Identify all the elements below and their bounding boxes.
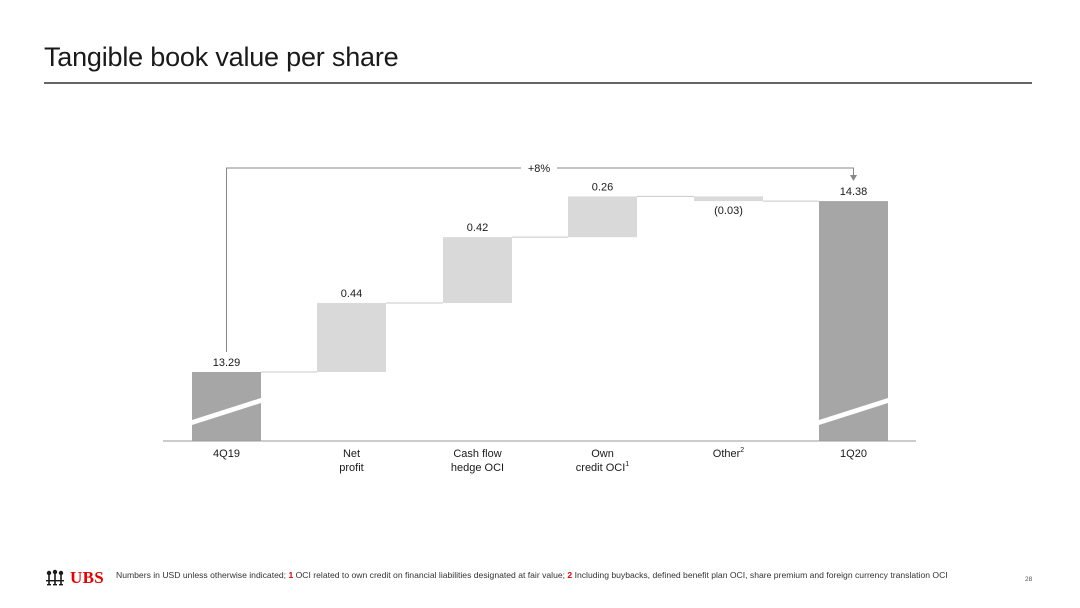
bar-own-credit-oci xyxy=(568,196,637,238)
ubs-logo: UBS xyxy=(44,568,104,588)
footnote-2-text: Including buybacks, defined benefit plan… xyxy=(572,570,948,580)
category-label: Own xyxy=(591,448,614,460)
category-label: 1Q20 xyxy=(840,448,867,460)
axis-break-marker xyxy=(819,398,888,425)
footnote-2-number: 2 xyxy=(567,570,573,580)
change-label-bg xyxy=(521,160,557,174)
data-label: 14.38 xyxy=(840,186,868,198)
category-label: Net xyxy=(343,448,360,460)
data-label: (0.03) xyxy=(714,205,743,217)
bar-net-profit xyxy=(317,303,386,372)
category-label: Cash flow xyxy=(453,448,501,460)
page-number: 28 xyxy=(1025,576,1033,583)
bar-cash-flow-hedge-oci xyxy=(443,237,512,304)
data-label: 0.42 xyxy=(467,222,488,234)
category-label: hedge OCI xyxy=(451,462,504,474)
footer: UBS Numbers in USD unless otherwise indi… xyxy=(0,560,1080,608)
waterfall-chart: 13.29 0.44 0.42 0.26 (0.03) 14.38 4Q19 Net profi… xyxy=(163,160,916,474)
bar-4q19 xyxy=(192,372,261,441)
data-label: 0.26 xyxy=(592,181,613,193)
data-label: 13.29 xyxy=(213,357,241,369)
category-label: 4Q19 xyxy=(213,448,240,460)
change-label: +8% xyxy=(528,163,551,175)
footnote-intro: Numbers in USD unless otherwise indicate… xyxy=(116,570,289,580)
category-label: Other2 xyxy=(713,447,745,460)
title-divider xyxy=(44,82,1032,84)
keys-icon xyxy=(46,569,64,586)
category-label: profit xyxy=(339,462,363,474)
page-title: Tangible book value per share xyxy=(44,42,399,72)
bar-1q20 xyxy=(819,201,888,441)
footnote: Numbers in USD unless otherwise indicate… xyxy=(116,570,1016,581)
change-arrow-icon xyxy=(850,175,857,181)
logo-wordmark: UBS xyxy=(70,568,104,587)
axis-break-marker xyxy=(192,398,261,425)
category-label: credit OCI1 xyxy=(576,461,630,474)
bar-other xyxy=(694,196,763,202)
footnote-1-number: 1 xyxy=(288,570,294,580)
footnote-1-text: OCI related to own credit on financial l… xyxy=(293,570,568,580)
data-label: 0.44 xyxy=(341,288,362,300)
